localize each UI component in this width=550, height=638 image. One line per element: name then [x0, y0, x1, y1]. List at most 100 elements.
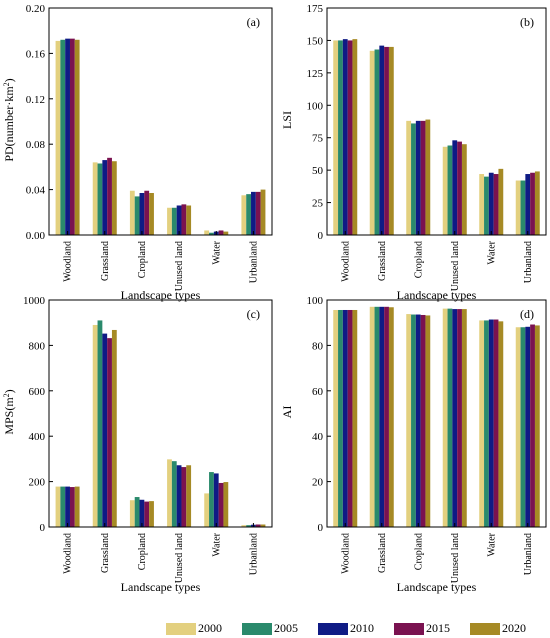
bar-a-water-2000 — [204, 230, 210, 235]
bar-c-unused-land-2020 — [186, 465, 192, 527]
panel-b: 0 25 50 75 100 125 150 175 Woodland Grassland Crop… — [280, 3, 547, 302]
bar-d-woodland-2015 — [347, 309, 353, 527]
bar-d-woodland-2010 — [342, 309, 348, 527]
bar-a-cropland-2015 — [144, 190, 150, 235]
legend-swatch-2010 — [318, 622, 348, 635]
bar-b-grassland-2000 — [369, 50, 375, 236]
category-label-b-5: Urbanland — [523, 241, 534, 283]
plot-frame-d — [326, 299, 547, 528]
bar-d-unused-land-2005 — [447, 308, 453, 527]
bar-b-water-2015 — [493, 174, 499, 235]
xaxis-title-a: Landscape types — [121, 288, 201, 302]
bar-c-water-2005 — [209, 472, 214, 527]
bar-a-grassland-2005 — [97, 163, 103, 235]
ytick-label-c-5: 1000 — [23, 295, 46, 307]
bar-c-urbanland-2020 — [260, 524, 266, 527]
bar-a-grassland-2015 — [107, 157, 112, 235]
ytick-label-a-2: 0.08 — [26, 139, 46, 151]
bar-d-unused-land-2020 — [461, 309, 467, 527]
bar-c-woodland-2010 — [65, 486, 70, 527]
category-label-b-1: Grassland — [377, 241, 388, 281]
bar-c-water-2010 — [213, 473, 219, 527]
category-label-c-0: Woodland — [63, 533, 74, 574]
category-label-b-2: Cropland — [413, 241, 424, 278]
category-label-c-4: Water — [211, 532, 222, 556]
bar-d-urbanland-2000 — [515, 327, 521, 527]
bar-a-cropland-2000 — [129, 190, 135, 235]
category-label-a-1: Grassland — [100, 241, 111, 281]
panel-a: 0.00 0.04 0.08 0.12 0.16 0.20 Woodland Grasslan… — [2, 3, 273, 302]
legend-label-2005: 2005 — [274, 621, 298, 635]
bar-c-grassland-2005 — [97, 320, 103, 527]
bar-d-cropland-2010 — [415, 314, 421, 527]
plot-frame-b — [326, 7, 547, 236]
bar-a-urbanland-2010 — [251, 191, 256, 235]
bar-c-cropland-2010 — [139, 499, 145, 527]
bar-c-grassland-2000 — [92, 324, 98, 527]
bar-d-unused-land-2010 — [452, 309, 458, 527]
bar-b-unused-land-2005 — [447, 145, 453, 235]
bar-c-unused-land-2000 — [167, 459, 172, 527]
bar-d-urbanland-2005 — [520, 327, 526, 527]
ytick-label-b-1: 25 — [312, 198, 324, 210]
bar-b-water-2000 — [479, 174, 485, 235]
panel-label-a: (a) — [247, 15, 260, 29]
panel-label-c: (c) — [247, 307, 260, 321]
bar-b-woodland-2000 — [333, 40, 339, 236]
bar-d-urbanland-2015 — [530, 324, 535, 527]
bar-d-cropland-2000 — [406, 314, 412, 527]
bar-b-unused-land-2015 — [457, 141, 462, 235]
ytick-label-a-5: 0.20 — [26, 3, 46, 15]
category-label-b-0: Woodland — [340, 241, 351, 282]
bar-b-urbanland-2010 — [525, 174, 531, 235]
panel-label-d: (d) — [520, 307, 534, 321]
bar-d-grassland-2000 — [369, 306, 375, 527]
bar-b-grassland-2015 — [384, 46, 389, 235]
bar-b-unused-land-2020 — [461, 144, 467, 235]
bar-c-grassland-2020 — [111, 329, 117, 527]
bar-c-water-2015 — [218, 482, 224, 527]
bar-d-water-2010 — [488, 319, 494, 527]
ytick-label-a-1: 0.04 — [26, 185, 46, 197]
bar-a-unused-land-2015 — [181, 204, 187, 235]
legend-label-2000: 2000 — [198, 621, 222, 635]
bar-d-unused-land-2015 — [457, 309, 462, 527]
bar-b-unused-land-2010 — [452, 140, 458, 235]
ytick-label-b-0: 0 — [318, 230, 324, 242]
bar-a-grassland-2010 — [102, 160, 108, 235]
ytick-label-c-2: 400 — [29, 431, 46, 443]
ytick-label-c-0: 0 — [40, 522, 46, 534]
bar-d-water-2020 — [498, 321, 504, 527]
bar-b-urbanland-2020 — [534, 171, 540, 235]
bar-d-grassland-2010 — [379, 306, 385, 527]
bar-b-water-2010 — [488, 172, 494, 235]
category-label-b-4: Water — [486, 240, 497, 264]
ytick-label-a-4: 0.16 — [26, 48, 46, 60]
bar-b-urbanland-2000 — [515, 180, 521, 235]
bar-a-woodland-2020 — [74, 39, 80, 235]
bar-b-woodland-2020 — [352, 39, 358, 235]
bar-b-urbanland-2015 — [530, 172, 535, 235]
bar-c-woodland-2015 — [69, 487, 75, 527]
bar-d-grassland-2020 — [388, 307, 394, 527]
bar-d-cropland-2020 — [425, 315, 431, 527]
bar-b-water-2005 — [484, 176, 489, 235]
category-label-a-4: Water — [211, 240, 222, 264]
bar-d-water-2015 — [493, 319, 499, 527]
bar-c-cropland-2005 — [134, 497, 140, 527]
bar-a-water-2020 — [223, 231, 229, 235]
bar-a-grassland-2000 — [92, 162, 98, 235]
category-label-c-3: Unused land — [174, 533, 185, 583]
category-label-b-3: Unused land — [450, 241, 461, 291]
bar-b-cropland-2020 — [425, 119, 431, 235]
xaxis-title-c: Landscape types — [121, 580, 201, 594]
bar-a-water-2015 — [218, 230, 224, 235]
legend-item-2020: 2020 — [470, 621, 546, 636]
bar-a-unused-land-2020 — [186, 205, 192, 235]
legend-swatch-2005 — [242, 622, 272, 635]
bar-a-cropland-2010 — [139, 193, 145, 235]
bar-b-woodland-2005 — [338, 40, 343, 236]
bar-a-water-2005 — [209, 232, 214, 235]
legend-swatch-2000 — [166, 622, 196, 635]
